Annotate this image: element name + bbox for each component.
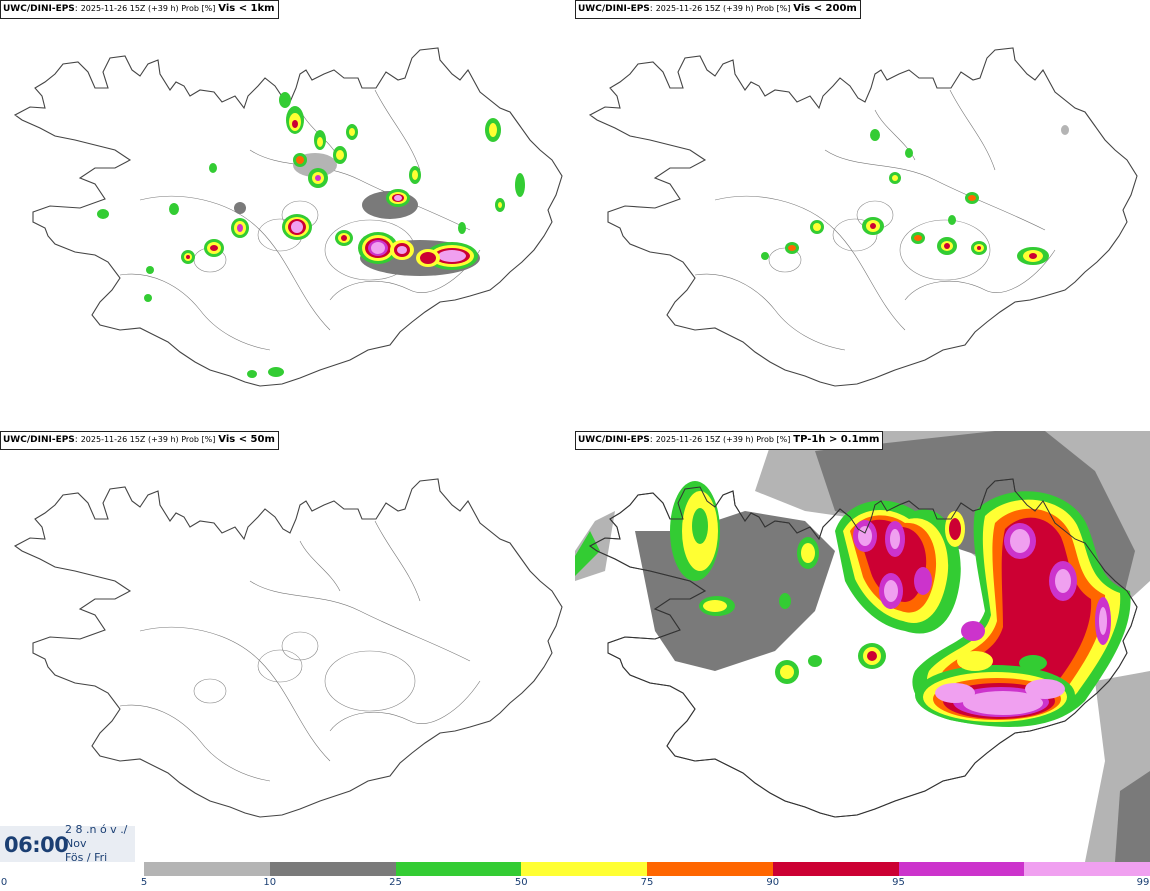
iceland-map-precip <box>575 431 1150 862</box>
variable-name: Vis < 200m <box>793 3 857 14</box>
panel-title: UWC/DINI-EPS: 2025-11-26 15Z (+39 h) Pro… <box>575 0 861 19</box>
iceland-map-vis-1km <box>0 0 575 431</box>
model-name: UWC/DINI-EPS <box>3 4 75 14</box>
valid-weekday: Fös / Fri <box>65 851 108 864</box>
valid-time-clock: 06:00 <box>4 833 69 857</box>
colorbar-segment <box>269 862 396 876</box>
probability-blobs <box>670 481 1131 727</box>
model-name: UWC/DINI-EPS <box>578 435 650 445</box>
iceland-map-vis-200m <box>575 0 1150 431</box>
valid-date-line: 2 8 .n ó v ./ <box>65 823 128 836</box>
colorbar-segment <box>1024 862 1150 876</box>
iceland-map-vis-50m <box>0 431 575 862</box>
colorbar-segment <box>144 862 270 876</box>
panel-title: UWC/DINI-EPS: 2025-11-26 15Z (+39 h) Pro… <box>0 431 279 450</box>
map-panel-vis-50m: UWC/DINI-EPS: 2025-11-26 15Z (+39 h) Pro… <box>0 431 575 862</box>
run-info: 2025-11-26 15Z (+39 h) Prob [%] <box>655 435 791 444</box>
run-info: 2025-11-26 15Z (+39 h) Prob [%] <box>655 4 791 13</box>
valid-time-box: 06:00 2 8 .n ó v ./ Nov Fös / Fri <box>0 823 135 864</box>
run-info: 2025-11-26 15Z (+39 h) Prob [%] <box>80 4 216 13</box>
colorbar-tick-label: 5 <box>140 877 148 888</box>
probability-blobs <box>97 92 525 378</box>
map-panel-precip: UWC/DINI-EPS: 2025-11-26 15Z (+39 h) Pro… <box>575 431 1150 862</box>
variable-name: Vis < 1km <box>218 3 275 14</box>
variable-name: Vis < 50m <box>218 434 275 445</box>
map-panel-vis-200m: UWC/DINI-EPS: 2025-11-26 15Z (+39 h) Pro… <box>575 0 1150 431</box>
colorbar-segment <box>395 862 522 876</box>
colorbar-tick-label: 0 <box>0 877 8 888</box>
colorbar-tick-label: 10 <box>263 877 277 888</box>
panel-title: UWC/DINI-EPS: 2025-11-26 15Z (+39 h) Pro… <box>0 0 279 19</box>
model-name: UWC/DINI-EPS <box>578 4 650 14</box>
valid-month: Nov <box>65 837 87 850</box>
colorbar-tick-label: 50 <box>514 877 528 888</box>
colorbar-segment <box>772 862 899 876</box>
variable-name: TP-1h > 0.1mm <box>793 434 880 445</box>
colorbar-segment <box>898 862 1025 876</box>
panel-title: UWC/DINI-EPS: 2025-11-26 15Z (+39 h) Pro… <box>575 431 884 450</box>
colorbar-tick-label: 99 <box>1136 877 1150 888</box>
probability-colorbar <box>144 862 1150 876</box>
colorbar-tick-label: 90 <box>766 877 780 888</box>
model-name: UWC/DINI-EPS <box>3 435 75 445</box>
map-panel-vis-1km: UWC/DINI-EPS: 2025-11-26 15Z (+39 h) Pro… <box>0 0 575 431</box>
colorbar-tick-label: 95 <box>892 877 905 888</box>
colorbar-tick-label: 25 <box>389 877 402 888</box>
run-info: 2025-11-26 15Z (+39 h) Prob [%] <box>80 435 216 444</box>
colorbar-tick-label: 75 <box>640 877 654 888</box>
colorbar-segment <box>521 862 647 876</box>
probability-blobs <box>761 125 1069 265</box>
colorbar-segment <box>647 862 773 876</box>
